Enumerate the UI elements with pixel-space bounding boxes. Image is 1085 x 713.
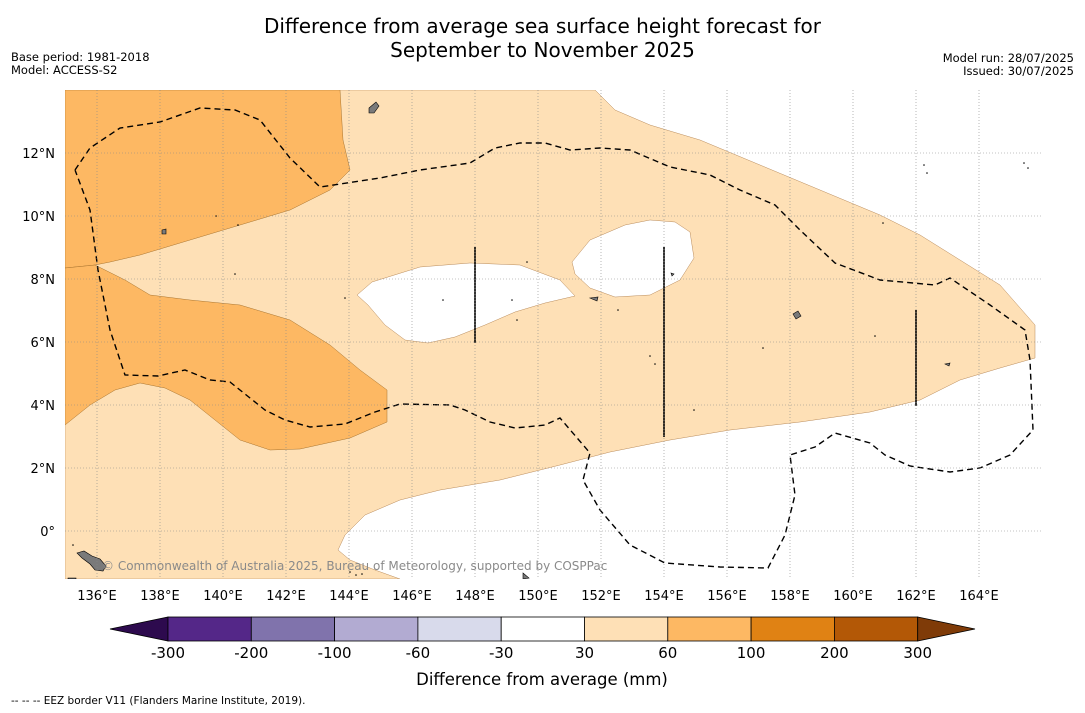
eez-border (74, 107, 1034, 569)
anomaly-neutral-hole-west (356, 262, 576, 344)
model-run-text: Model run: 28/07/2025 (942, 51, 1074, 65)
lat-label: 10°N (22, 210, 55, 225)
island-pohnpei-atoll (944, 362, 951, 367)
lat-label: 0° (40, 525, 55, 540)
island-palau (76, 550, 107, 572)
lat-label: 4°N (31, 399, 56, 414)
lon-label: 142°E (266, 589, 306, 604)
colorbar-max-extension (917, 616, 976, 642)
longitude-labels: 136°E 138°E 140°E 142°E 144°E 146°E 148°… (77, 589, 999, 604)
base-period-text: Base period: 1981-2018 (11, 50, 150, 64)
colorbar-segment (334, 616, 419, 642)
colorbar-tick-label: 30 (575, 644, 594, 662)
colorbar-label: Difference from average (mm) (416, 670, 668, 689)
lon-label: 164°E (959, 589, 999, 604)
colorbar-tick-label: -200 (234, 644, 268, 662)
lon-label: 162°E (896, 589, 936, 604)
colorbar-tick-label: -60 (406, 644, 431, 662)
island-small-1 (161, 228, 167, 235)
colorbar-segment (750, 616, 835, 642)
lat-label: 6°N (31, 336, 56, 351)
lon-label: 140°E (203, 589, 243, 604)
colorbar-tick-label: -300 (151, 644, 185, 662)
copyright-watermark: © Commonwealth of Australia 2025, Bureau… (102, 559, 607, 573)
lon-label: 160°E (833, 589, 873, 604)
lon-label: 158°E (770, 589, 810, 604)
model-text: Model: ACCESS-S2 (11, 63, 118, 77)
island-guam (368, 101, 380, 114)
island-small-2 (588, 296, 599, 302)
colorbar-tick-label: 200 (820, 644, 849, 662)
colorbar-min-extension (109, 616, 169, 642)
lon-label: 156°E (707, 589, 747, 604)
islands (67, 101, 951, 579)
lon-label: 144°E (329, 589, 369, 604)
issued-text: Issued: 30/07/2025 (963, 64, 1074, 78)
lon-label: 152°E (581, 589, 621, 604)
island-kosrae (792, 310, 802, 320)
metadata-right: Model run: 28/07/2025 Issued: 30/07/2025 (943, 52, 1074, 78)
lon-label: 148°E (455, 589, 495, 604)
colorbar-segment (667, 616, 752, 642)
lon-label: 154°E (644, 589, 684, 604)
colorbar-segment (250, 616, 336, 642)
colorbar-segment (417, 616, 502, 642)
lon-label: 138°E (140, 589, 180, 604)
colorbar-segment (167, 616, 252, 642)
eez-footnote: -- -- -- EEZ border V11 (Flanders Marine… (11, 695, 306, 707)
lon-label: 146°E (392, 589, 432, 604)
map-area: © Commonwealth of Australia 2025, Bureau… (65, 90, 1042, 579)
colorbar (109, 616, 976, 642)
colorbar-tick-label: 300 (903, 644, 932, 662)
lat-label: 2°N (31, 462, 56, 477)
island-small-4 (67, 577, 77, 579)
title-line-1: Difference from average sea surface heig… (263, 14, 822, 38)
lon-label: 136°E (77, 589, 117, 604)
colorbar-segment (834, 616, 919, 642)
metadata-left: Base period: 1981-2018 Model: ACCESS-S2 (11, 51, 150, 77)
colorbar-tick-label: -100 (318, 644, 352, 662)
map-title: Difference from average sea surface heig… (0, 14, 1085, 62)
title-line-2: September to November 2025 (390, 38, 695, 62)
colorbar-segment (500, 616, 585, 642)
colorbar-tick-labels: -300 -200 -100 -60 -30 30 60 100 200 300 (151, 644, 932, 662)
gridlines (65, 90, 1042, 579)
anomaly-30-60-region (65, 90, 1036, 579)
atoll-dots (72, 162, 1029, 576)
colorbar-tick-label: -30 (489, 644, 514, 662)
colorbar-tick-label: 100 (737, 644, 766, 662)
island-small-3 (670, 272, 675, 277)
colorbar-segment (584, 616, 669, 642)
anomaly-60-100-region-south (65, 264, 388, 451)
colorbar-tick-label: 60 (658, 644, 677, 662)
lat-label: 8°N (31, 273, 56, 288)
island-chuuk (522, 572, 530, 579)
lon-label: 150°E (518, 589, 558, 604)
latitude-labels: 12°N 10°N 8°N 6°N 4°N 2°N 0° (22, 147, 55, 540)
lat-label: 12°N (22, 147, 55, 162)
